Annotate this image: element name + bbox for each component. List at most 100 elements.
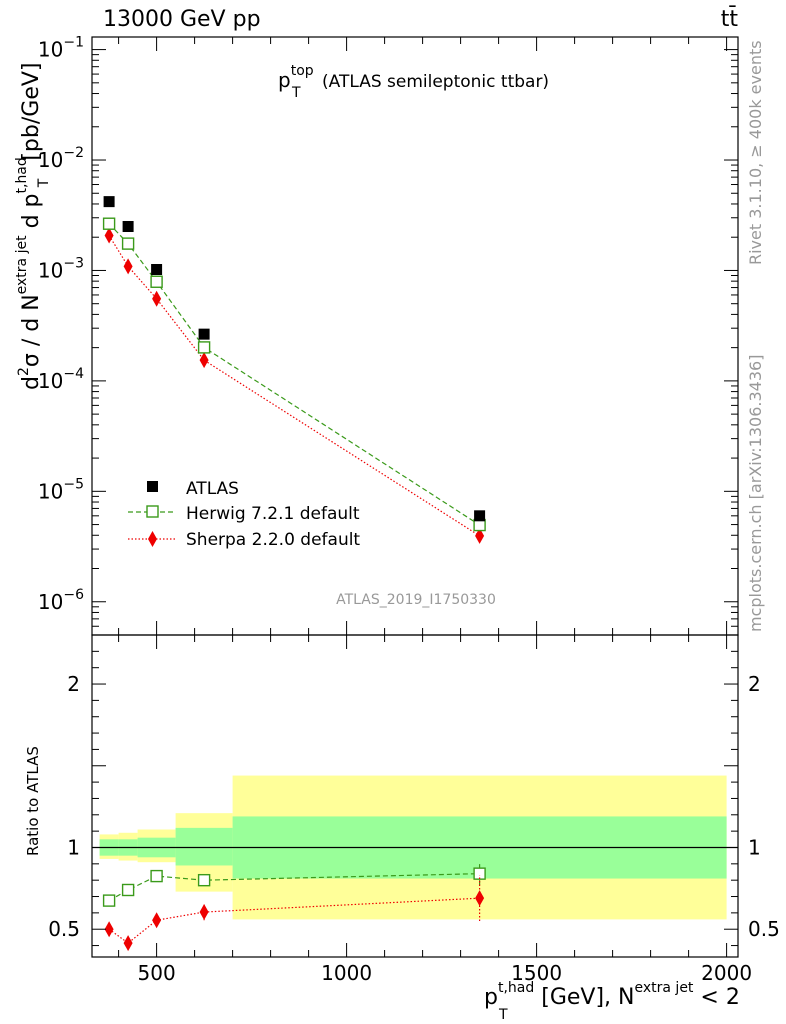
tick-base: 10	[38, 148, 63, 172]
x-tick-label: 500	[138, 961, 176, 985]
plot-title-rest: (ATLAS semileptonic ttbar)	[322, 72, 549, 92]
plot-title: ptop	[278, 63, 314, 92]
ylabel-dp: d p	[19, 194, 44, 236]
main-point-data	[103, 196, 115, 208]
process-symbol: tt̄	[721, 6, 739, 32]
main-point-data	[151, 264, 163, 276]
ylabel-sigma: σ / d N	[19, 294, 44, 367]
main-point-herwig	[102, 217, 116, 230]
ylabel-sub-t: T	[36, 178, 52, 188]
xlabel-sub-t: T	[498, 1007, 508, 1023]
xlabel-p: p	[484, 985, 498, 1010]
tick-base: 10	[38, 258, 63, 282]
ylabel-unit: [pb/GeV]	[19, 63, 44, 161]
plot-title-sup: top	[291, 63, 314, 79]
main-point-sherpa	[199, 352, 209, 369]
ratio-point-herwig	[150, 869, 163, 883]
main-point-sherpa	[104, 227, 114, 244]
mcplots-label: mcplots.cern.ch [arXiv:1306.3436]	[746, 355, 765, 632]
ratio-point-herwig	[473, 867, 486, 880]
xlabel-thad: t,had	[498, 980, 534, 996]
ylabel-thad: t,had	[14, 157, 30, 193]
tick-base: 10	[38, 369, 63, 393]
ratio-y-tick-label-right: 2	[748, 672, 761, 696]
main-series	[102, 196, 486, 544]
main-y-tick-label: 10−4	[38, 366, 84, 393]
x-tick-label: 1000	[321, 961, 372, 985]
ratio-point-sherpa	[152, 912, 162, 929]
legend-label-atlas: ATLAS	[186, 479, 239, 499]
ratio-point-sherpa	[123, 935, 133, 952]
ratio-y-ticks: 0.5 0.5 1 1 2 2	[48, 650, 780, 947]
plot-title-main: p	[278, 68, 291, 92]
main-point-herwig	[121, 237, 135, 250]
ylabel-d: d	[19, 376, 44, 390]
tick-base: 10	[38, 38, 63, 62]
x-tick-label: 2000	[701, 961, 752, 985]
ratio-y-tick-label: 1	[67, 835, 80, 859]
legend-entry-sherpa: Sherpa 2.2.0 default	[128, 530, 360, 550]
xlabel-extra-jet: extra jet	[635, 980, 694, 996]
tick-exponent: −1	[63, 35, 84, 51]
legend-marker-sherpa	[148, 531, 157, 547]
main-line-herwig	[108, 223, 480, 526]
ylabel-sup2: 2	[16, 367, 32, 376]
plot-title-sub: T	[291, 85, 301, 101]
tick-exponent: −2	[63, 145, 84, 161]
legend-label-sherpa: Sherpa 2.2.0 default	[186, 530, 360, 550]
tick-exponent: −4	[63, 366, 84, 382]
main-y-axis-label: d2σ / d Nextra jet d pt,had T [pb/GeV]	[14, 63, 52, 390]
legend-marker-herwig	[146, 505, 159, 518]
tick-exponent: −3	[63, 255, 84, 271]
legend-label-herwig: Herwig 7.2.1 default	[186, 504, 360, 524]
main-x-ticks	[118, 37, 728, 635]
ratio-point-herwig	[121, 883, 135, 897]
ratio-point-sherpa	[104, 921, 114, 938]
xlabel-mid: [GeV], N	[534, 985, 634, 1010]
main-y-tick-label: 10−6	[38, 587, 84, 614]
legend-entry-herwig: Herwig 7.2.1 default	[128, 504, 360, 524]
main-point-herwig	[150, 275, 163, 288]
tick-base: 10	[38, 479, 63, 503]
main-line-sherpa	[108, 235, 480, 537]
xlabel-end: < 2	[693, 985, 739, 1010]
legend-entry-atlas: ATLAS	[147, 479, 239, 499]
ratio-panel: 0.5 0.5 1 1 2 2 500 1000 1500 2000 Ratio to ATLA…	[24, 634, 780, 1023]
ratio-point-herwig	[197, 873, 211, 887]
main-y-tick-label: 10−3	[38, 255, 84, 282]
ratio-y-tick-label-right: 1	[748, 835, 761, 859]
ratio-y-tick-label-right: 0.5	[748, 917, 780, 941]
legend-marker-atlas	[147, 481, 158, 492]
ratio-x-ticks: 500 1000 1500 2000	[118, 635, 752, 985]
ratio-point-herwig	[102, 894, 116, 907]
main-point-data	[474, 510, 486, 522]
tick-base: 10	[38, 590, 63, 614]
analysis-label: ATLAS_2019_I1750330	[336, 592, 496, 608]
ratio-point-sherpa	[475, 890, 485, 907]
main-point-data	[122, 221, 134, 233]
main-point-data	[198, 328, 210, 340]
ratio-series	[102, 862, 486, 952]
ratio-line-herwig	[108, 873, 480, 902]
ratio-y-axis-label: Ratio to ATLAS	[24, 746, 42, 856]
main-panel: ptop T (ATLAS semileptonic ttbar) ATLAS_…	[14, 35, 739, 636]
ylabel-extra-jet: extra jet	[14, 235, 30, 294]
main-y-ticks: 10−610−510−410−310−210−1	[38, 35, 738, 636]
ratio-panel-frame	[91, 634, 739, 958]
main-y-tick-label: 10−5	[38, 476, 84, 503]
main-point-sherpa	[123, 258, 133, 275]
x-axis-label: pt,had [GeV], Nextra jet < 2	[484, 980, 740, 1010]
main-point-herwig	[197, 341, 211, 354]
tick-exponent: −5	[63, 476, 84, 492]
main-point-sherpa	[152, 290, 162, 307]
ratio-y-tick-label: 0.5	[48, 917, 80, 941]
energy-label: 13000 GeV pp	[103, 7, 261, 32]
main-point-sherpa	[475, 527, 485, 544]
main-y-tick-label: 10−2	[38, 145, 84, 172]
ratio-band-inner	[175, 827, 233, 866]
x-tick-label: 1500	[511, 961, 562, 985]
ratio-y-tick-label: 2	[67, 672, 80, 696]
rivet-version-label: Rivet 3.1.10, ≥ 400k events	[746, 40, 765, 265]
main-y-tick-label: 10−1	[38, 35, 84, 62]
